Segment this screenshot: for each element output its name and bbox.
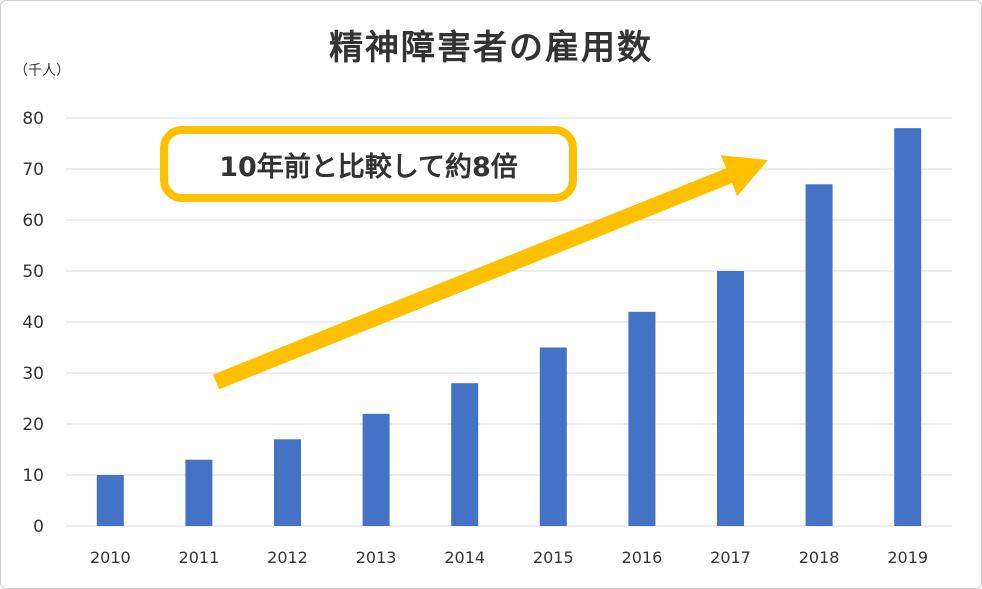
y-tick-label: 50	[22, 262, 44, 282]
x-tick-label: 2017	[710, 548, 751, 567]
x-tick-label: 2019	[887, 548, 928, 567]
y-tick-label: 10	[22, 466, 44, 486]
bar-2018	[805, 184, 833, 527]
x-tick-label: 2014	[444, 548, 485, 567]
x-tick-label: 2013	[356, 548, 397, 567]
y-tick-label: 20	[22, 415, 44, 435]
bar-2019	[894, 128, 922, 526]
bar-2013	[362, 413, 390, 526]
bar-2012	[274, 439, 301, 526]
bar-2016	[628, 311, 656, 526]
y-tick-label: 0	[33, 517, 44, 537]
y-tick-label: 70	[22, 160, 44, 180]
bar-2014	[451, 383, 479, 526]
bar-2011	[185, 459, 213, 526]
trend-arrow-icon	[213, 155, 768, 390]
x-tick-label: 2018	[799, 548, 840, 567]
x-tick-label: 2015	[533, 548, 574, 567]
y-tick-label: 40	[22, 313, 44, 333]
y-tick-label: 30	[22, 364, 44, 384]
annotation-box: 10年前と比較して約8倍	[160, 126, 577, 202]
y-tick-label: 60	[22, 211, 44, 231]
x-tick-label: 2011	[179, 548, 220, 567]
bar-2017	[717, 271, 744, 526]
x-tick-label: 2012	[267, 548, 308, 567]
bar-2015	[539, 347, 567, 526]
x-tick-label: 2016	[622, 548, 663, 567]
x-tick-label: 2010	[90, 548, 131, 567]
bar-2010	[96, 475, 124, 526]
y-tick-label: 80	[22, 109, 44, 129]
chart-title: 精神障害者の雇用数	[329, 28, 653, 68]
y-axis-unit-label: （千人）	[14, 63, 70, 79]
